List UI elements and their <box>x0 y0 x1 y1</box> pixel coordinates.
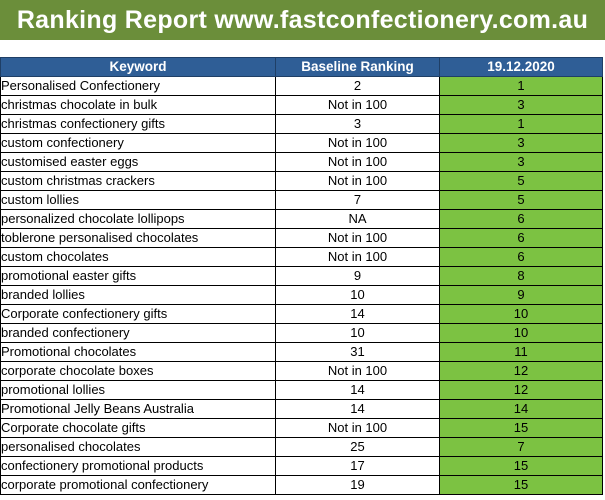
keyword-cell[interactable]: custom christmas crackers <box>0 171 276 191</box>
baseline-ranking-cell[interactable]: 2 <box>275 76 440 96</box>
baseline-ranking-cell[interactable]: 25 <box>275 437 440 457</box>
current-ranking-cell[interactable]: 3 <box>439 152 603 172</box>
current-ranking-cell[interactable]: 1 <box>439 114 603 134</box>
table-row: branded confectionery 10 10 <box>0 323 603 343</box>
keyword-cell[interactable]: custom chocolates <box>0 247 276 267</box>
column-header-date[interactable]: 19.12.2020 <box>439 57 603 77</box>
keyword-cell[interactable]: christmas confectionery gifts <box>0 114 276 134</box>
baseline-ranking-cell[interactable]: 3 <box>275 114 440 134</box>
baseline-ranking-cell[interactable]: Not in 100 <box>275 361 440 381</box>
table-header-row: Keyword Baseline Ranking 19.12.2020 <box>0 57 603 77</box>
table-row: personalised chocolates 25 7 <box>0 437 603 457</box>
baseline-ranking-cell[interactable]: Not in 100 <box>275 247 440 267</box>
keyword-cell[interactable]: Promotional chocolates <box>0 342 276 362</box>
baseline-ranking-cell[interactable]: Not in 100 <box>275 228 440 248</box>
current-ranking-cell[interactable]: 12 <box>439 380 603 400</box>
table-row: custom christmas crackers Not in 100 5 <box>0 171 603 191</box>
current-ranking-cell[interactable]: 10 <box>439 304 603 324</box>
keyword-cell[interactable]: confectionery promotional products <box>0 456 276 476</box>
current-ranking-cell[interactable]: 12 <box>439 361 603 381</box>
baseline-ranking-cell[interactable]: 31 <box>275 342 440 362</box>
baseline-ranking-cell[interactable]: Not in 100 <box>275 418 440 438</box>
keyword-cell[interactable]: promotional easter gifts <box>0 266 276 286</box>
table-row: Corporate chocolate gifts Not in 100 15 <box>0 418 603 438</box>
current-ranking-cell[interactable]: 15 <box>439 418 603 438</box>
table-row: corporate chocolate boxes Not in 100 12 <box>0 361 603 381</box>
table-row: promotional easter gifts 9 8 <box>0 266 603 286</box>
table-body: Personalised Confectionery 2 1 christmas ch… <box>0 76 603 495</box>
baseline-ranking-cell[interactable]: NA <box>275 209 440 229</box>
keyword-cell[interactable]: christmas chocolate in bulk <box>0 95 276 115</box>
table-row: personalized chocolate lollipops NA 6 <box>0 209 603 229</box>
table-row: corporate promotional confectionery 19 15 <box>0 475 603 495</box>
report-title: Ranking Report www.fastconfectionery.com… <box>0 0 605 40</box>
table-row: branded lollies 10 9 <box>0 285 603 305</box>
baseline-ranking-cell[interactable]: 14 <box>275 399 440 419</box>
table-row: Promotional chocolates 31 11 <box>0 342 603 362</box>
keyword-cell[interactable]: branded confectionery <box>0 323 276 343</box>
keyword-cell[interactable]: custom confectionery <box>0 133 276 153</box>
current-ranking-cell[interactable]: 7 <box>439 437 603 457</box>
baseline-ranking-cell[interactable]: 19 <box>275 475 440 495</box>
table-row: toblerone personalised chocolates Not in … <box>0 228 603 248</box>
keyword-cell[interactable]: corporate chocolate boxes <box>0 361 276 381</box>
column-header-baseline-ranking[interactable]: Baseline Ranking <box>275 57 440 77</box>
current-ranking-cell[interactable]: 6 <box>439 228 603 248</box>
current-ranking-cell[interactable]: 6 <box>439 247 603 267</box>
table-row: custom chocolates Not in 100 6 <box>0 247 603 267</box>
baseline-ranking-cell[interactable]: Not in 100 <box>275 133 440 153</box>
baseline-ranking-cell[interactable]: 10 <box>275 323 440 343</box>
current-ranking-cell[interactable]: 14 <box>439 399 603 419</box>
baseline-ranking-cell[interactable]: Not in 100 <box>275 152 440 172</box>
table-row: Corporate confectionery gifts 14 10 <box>0 304 603 324</box>
current-ranking-cell[interactable]: 5 <box>439 190 603 210</box>
keyword-cell[interactable]: corporate promotional confectionery <box>0 475 276 495</box>
table-row: christmas chocolate in bulk Not in 100 3 <box>0 95 603 115</box>
ranking-table: Keyword Baseline Ranking 19.12.2020 Pers… <box>0 57 603 495</box>
keyword-cell[interactable]: personalised chocolates <box>0 437 276 457</box>
baseline-ranking-cell[interactable]: 14 <box>275 380 440 400</box>
current-ranking-cell[interactable]: 8 <box>439 266 603 286</box>
keyword-cell[interactable]: Promotional Jelly Beans Australia <box>0 399 276 419</box>
current-ranking-cell[interactable]: 3 <box>439 133 603 153</box>
current-ranking-cell[interactable]: 6 <box>439 209 603 229</box>
keyword-cell[interactable]: Corporate confectionery gifts <box>0 304 276 324</box>
current-ranking-cell[interactable]: 10 <box>439 323 603 343</box>
baseline-ranking-cell[interactable]: 9 <box>275 266 440 286</box>
baseline-ranking-cell[interactable]: 14 <box>275 304 440 324</box>
table-row: confectionery promotional products 17 15 <box>0 456 603 476</box>
baseline-ranking-cell[interactable]: Not in 100 <box>275 171 440 191</box>
keyword-cell[interactable]: branded lollies <box>0 285 276 305</box>
current-ranking-cell[interactable]: 1 <box>439 76 603 96</box>
current-ranking-cell[interactable]: 11 <box>439 342 603 362</box>
keyword-cell[interactable]: customised easter eggs <box>0 152 276 172</box>
current-ranking-cell[interactable]: 3 <box>439 95 603 115</box>
keyword-cell[interactable]: personalized chocolate lollipops <box>0 209 276 229</box>
keyword-cell[interactable]: Corporate chocolate gifts <box>0 418 276 438</box>
column-header-keyword[interactable]: Keyword <box>0 57 276 77</box>
keyword-cell[interactable]: promotional lollies <box>0 380 276 400</box>
current-ranking-cell[interactable]: 15 <box>439 475 603 495</box>
baseline-ranking-cell[interactable]: 10 <box>275 285 440 305</box>
table-row: custom confectionery Not in 100 3 <box>0 133 603 153</box>
baseline-ranking-cell[interactable]: 7 <box>275 190 440 210</box>
current-ranking-cell[interactable]: 9 <box>439 285 603 305</box>
table-row: Promotional Jelly Beans Australia 14 14 <box>0 399 603 419</box>
keyword-cell[interactable]: custom lollies <box>0 190 276 210</box>
keyword-cell[interactable]: toblerone personalised chocolates <box>0 228 276 248</box>
current-ranking-cell[interactable]: 15 <box>439 456 603 476</box>
current-ranking-cell[interactable]: 5 <box>439 171 603 191</box>
baseline-ranking-cell[interactable]: 17 <box>275 456 440 476</box>
table-row: custom lollies 7 5 <box>0 190 603 210</box>
keyword-cell[interactable]: Personalised Confectionery <box>0 76 276 96</box>
table-row: customised easter eggs Not in 100 3 <box>0 152 603 172</box>
table-row: Personalised Confectionery 2 1 <box>0 76 603 96</box>
table-row: promotional lollies 14 12 <box>0 380 603 400</box>
baseline-ranking-cell[interactable]: Not in 100 <box>275 95 440 115</box>
table-row: christmas confectionery gifts 3 1 <box>0 114 603 134</box>
